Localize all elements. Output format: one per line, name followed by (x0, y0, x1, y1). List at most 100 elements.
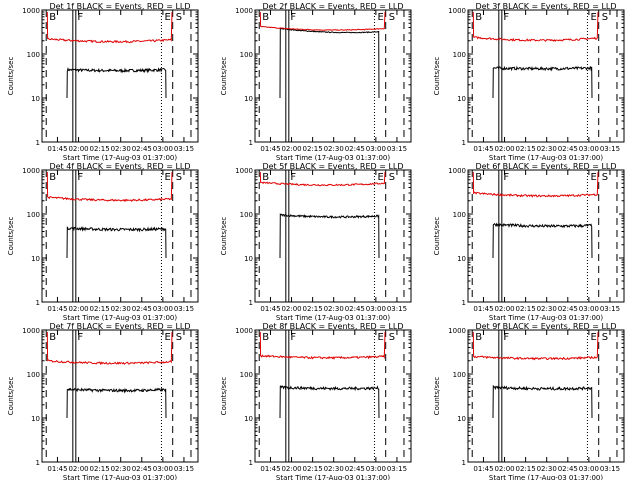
xtick-label: 02:15 (90, 145, 110, 153)
xtick-label: 01:45 (260, 145, 280, 153)
xtick-label: 03:15 (600, 145, 620, 153)
panel-title: Det 9f BLACK = Events, RED = LLD (475, 322, 616, 331)
panel-det-7: Det 7f BLACK = Events, RED = LLD 1 10 100 10… (7, 322, 199, 480)
ytick-label: 10 (457, 95, 466, 103)
xtick-label: 02:15 (90, 305, 110, 313)
series-line-lld (472, 171, 599, 198)
series-line-lld (472, 331, 599, 361)
ylabel: Counts/sec (7, 57, 15, 96)
series-line-events (66, 387, 167, 419)
ytick-label: 1 (462, 459, 466, 467)
xtick-label: 02:00 (494, 145, 514, 153)
marker-label-s: S (389, 332, 395, 343)
series-line-events (492, 65, 593, 99)
xlabel: Start Time (17-Aug-03 01:37:00) (276, 314, 390, 322)
ylabel: Counts/sec (7, 217, 15, 256)
ytick-label: 100 (240, 211, 253, 219)
marker-label-f: F (503, 12, 509, 23)
xtick-label: 03:15 (174, 465, 194, 473)
marker-label-b: B (262, 172, 269, 183)
ytick-label: 1000 (448, 327, 466, 335)
marker-label-e: E (164, 172, 170, 183)
ylabel: Counts/sec (433, 57, 441, 96)
panel-det-4: Det 4f BLACK = Events, RED = LLD 1 10 100 10… (7, 162, 199, 322)
xtick-label: 02:30 (324, 145, 344, 153)
marker-label-f: F (503, 172, 509, 183)
panel-det-5: Det 5f BLACK = Events, RED = LLD 1 10 100 10… (220, 162, 412, 322)
xlabel: Start Time (17-Aug-03 01:37:00) (276, 474, 390, 480)
ylabel: Counts/sec (220, 217, 228, 256)
xtick-label: 02:30 (324, 305, 344, 313)
xtick-label: 02:15 (516, 145, 536, 153)
panel-det-6: Det 6f BLACK = Events, RED = LLD 1 10 100 10… (433, 162, 625, 322)
xtick-label: 02:00 (68, 465, 88, 473)
panel-title: Det 3f BLACK = Events, RED = LLD (475, 2, 616, 11)
xlabel: Start Time (17-Aug-03 01:37:00) (489, 474, 603, 480)
marker-label-e: E (164, 332, 170, 343)
panel-det-3: Det 3f BLACK = Events, RED = LLD 1 10 100 10… (433, 2, 625, 162)
ytick-label: 1000 (22, 7, 40, 15)
xtick-label: 03:15 (174, 145, 194, 153)
xtick-label: 03:00 (153, 305, 173, 313)
xtick-label: 01:45 (47, 145, 67, 153)
series-line-lld (259, 331, 386, 360)
xtick-label: 02:45 (132, 305, 152, 313)
ylabel: Counts/sec (433, 217, 441, 256)
xtick-label: 02:00 (494, 305, 514, 313)
marker-label-b: B (475, 172, 482, 183)
ytick-label: 100 (27, 371, 40, 379)
panel-det-9: Det 9f BLACK = Events, RED = LLD 1 10 100 10… (433, 322, 625, 480)
marker-label-b: B (475, 332, 482, 343)
plot-frame (41, 169, 199, 303)
ytick-label: 100 (453, 51, 466, 59)
xtick-label: 02:15 (516, 305, 536, 313)
marker-label-f: F (77, 172, 83, 183)
plot-frame (254, 329, 412, 463)
xtick-label: 02:30 (111, 465, 131, 473)
marker-label-s: S (176, 332, 182, 343)
xtick-label: 03:00 (153, 465, 173, 473)
xtick-label: 03:15 (600, 465, 620, 473)
series-line-lld (259, 171, 386, 187)
marker-label-f: F (77, 12, 83, 23)
marker-label-f: F (290, 12, 296, 23)
ylabel: Counts/sec (7, 377, 15, 416)
ytick-label: 1 (36, 299, 40, 307)
ytick-label: 10 (457, 255, 466, 263)
marker-label-e: E (590, 172, 596, 183)
plot-frame (41, 9, 199, 143)
xtick-label: 02:00 (281, 145, 301, 153)
xtick-label: 02:45 (558, 465, 578, 473)
marker-label-f: F (503, 332, 509, 343)
marker-label-s: S (602, 172, 608, 183)
xtick-label: 03:00 (579, 305, 599, 313)
series-line-events (66, 226, 167, 259)
xtick-label: 01:45 (260, 305, 280, 313)
series-line-events (492, 384, 593, 419)
xtick-label: 01:45 (47, 465, 67, 473)
xtick-label: 02:15 (303, 145, 323, 153)
xtick-label: 02:45 (132, 145, 152, 153)
panel-title: Det 1f BLACK = Events, RED = LLD (49, 2, 190, 11)
xtick-label: 02:30 (324, 465, 344, 473)
ytick-label: 1000 (22, 167, 40, 175)
ytick-label: 1000 (22, 327, 40, 335)
ytick-label: 1000 (235, 327, 253, 335)
xtick-label: 03:00 (366, 465, 386, 473)
panel-title: Det 5f BLACK = Events, RED = LLD (262, 162, 403, 171)
xtick-label: 03:15 (387, 465, 407, 473)
series-line-events (492, 222, 593, 259)
marker-label-s: S (602, 12, 608, 23)
ytick-label: 1 (249, 459, 253, 467)
plot-frame (41, 329, 199, 463)
xtick-label: 02:30 (111, 145, 131, 153)
xtick-label: 02:30 (537, 465, 557, 473)
series-line-lld (472, 11, 599, 42)
marker-label-s: S (389, 172, 395, 183)
xtick-label: 03:00 (366, 145, 386, 153)
xtick-label: 03:00 (366, 305, 386, 313)
marker-label-e: E (590, 12, 596, 23)
marker-label-b: B (262, 332, 269, 343)
xtick-label: 03:15 (600, 305, 620, 313)
ytick-label: 1000 (235, 7, 253, 15)
